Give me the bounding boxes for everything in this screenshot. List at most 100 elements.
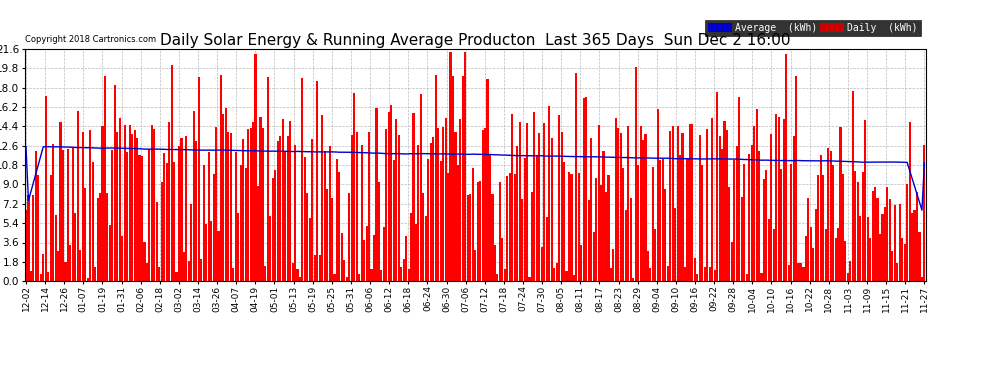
- Bar: [471, 168, 474, 281]
- Bar: [716, 92, 718, 281]
- Bar: [469, 194, 471, 281]
- Bar: [486, 79, 489, 281]
- Bar: [59, 122, 61, 281]
- Bar: [768, 219, 770, 281]
- Bar: [403, 260, 405, 281]
- Bar: [92, 162, 94, 281]
- Bar: [443, 127, 445, 281]
- Bar: [719, 136, 721, 281]
- Bar: [615, 118, 617, 281]
- Title: Daily Solar Energy & Running Average Producton  Last 365 Days  Sun Dec 2 16:00: Daily Solar Energy & Running Average Pro…: [160, 33, 790, 48]
- Bar: [864, 120, 866, 281]
- Bar: [573, 275, 575, 281]
- Bar: [126, 152, 129, 281]
- Bar: [449, 53, 451, 281]
- Bar: [160, 182, 162, 281]
- Bar: [896, 263, 898, 281]
- Bar: [249, 128, 251, 281]
- Bar: [805, 236, 807, 281]
- Bar: [760, 273, 762, 281]
- Bar: [50, 175, 51, 281]
- Bar: [741, 197, 742, 281]
- Bar: [874, 188, 876, 281]
- Bar: [681, 133, 683, 281]
- Bar: [491, 194, 494, 281]
- Bar: [148, 149, 150, 281]
- Bar: [659, 159, 661, 281]
- Bar: [306, 194, 309, 281]
- Bar: [205, 224, 207, 281]
- Bar: [827, 148, 830, 281]
- Bar: [798, 263, 800, 281]
- Bar: [158, 267, 160, 281]
- Legend: Average  (kWh), Daily  (kWh): Average (kWh), Daily (kWh): [705, 20, 921, 36]
- Bar: [726, 130, 728, 281]
- Bar: [252, 122, 254, 281]
- Bar: [534, 112, 536, 281]
- Bar: [267, 77, 269, 281]
- Bar: [676, 126, 678, 281]
- Bar: [595, 178, 597, 281]
- Bar: [755, 109, 757, 281]
- Bar: [550, 138, 552, 281]
- Bar: [642, 140, 644, 281]
- Bar: [481, 130, 484, 281]
- Bar: [846, 273, 849, 281]
- Bar: [294, 145, 296, 281]
- Bar: [770, 134, 772, 281]
- Bar: [213, 174, 215, 281]
- Bar: [48, 272, 50, 281]
- Bar: [750, 145, 752, 281]
- Bar: [894, 205, 896, 281]
- Bar: [235, 152, 237, 281]
- Bar: [254, 54, 256, 281]
- Bar: [489, 155, 491, 281]
- Bar: [909, 122, 911, 281]
- Bar: [423, 193, 425, 281]
- Bar: [428, 159, 430, 281]
- Bar: [388, 112, 390, 281]
- Bar: [286, 136, 289, 281]
- Bar: [355, 132, 357, 281]
- Bar: [175, 272, 177, 281]
- Bar: [901, 238, 903, 281]
- Bar: [134, 130, 136, 281]
- Bar: [808, 198, 810, 281]
- Bar: [344, 260, 346, 281]
- Bar: [871, 191, 873, 281]
- Bar: [565, 271, 567, 281]
- Bar: [69, 246, 71, 281]
- Bar: [225, 108, 227, 281]
- Bar: [628, 126, 630, 281]
- Bar: [832, 165, 835, 281]
- Bar: [452, 76, 454, 281]
- Bar: [600, 185, 602, 281]
- Bar: [57, 251, 59, 281]
- Bar: [817, 175, 820, 281]
- Bar: [810, 227, 812, 281]
- Bar: [526, 123, 528, 281]
- Bar: [593, 232, 595, 281]
- Bar: [131, 134, 134, 281]
- Bar: [906, 184, 908, 281]
- Bar: [279, 136, 281, 281]
- Bar: [521, 199, 523, 281]
- Bar: [334, 273, 336, 281]
- Bar: [188, 261, 190, 281]
- Bar: [373, 236, 375, 281]
- Bar: [291, 263, 294, 281]
- Bar: [815, 209, 817, 281]
- Bar: [861, 172, 863, 281]
- Bar: [111, 150, 114, 281]
- Bar: [299, 277, 301, 281]
- Bar: [881, 214, 883, 281]
- Bar: [150, 124, 152, 281]
- Bar: [178, 146, 180, 281]
- Bar: [886, 187, 888, 281]
- Bar: [706, 129, 708, 281]
- Bar: [360, 145, 362, 281]
- Bar: [820, 155, 822, 281]
- Bar: [321, 116, 323, 281]
- Bar: [296, 269, 299, 281]
- Bar: [743, 164, 745, 281]
